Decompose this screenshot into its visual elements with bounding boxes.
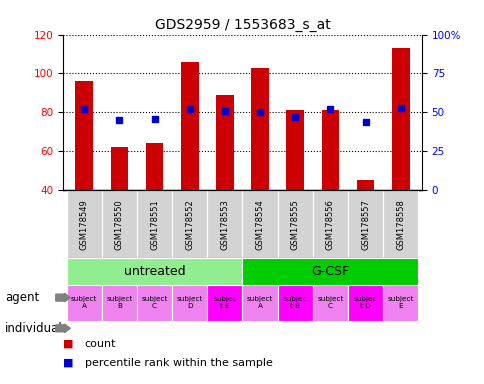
Text: GSM178558: GSM178558 — [395, 199, 405, 250]
Bar — [110, 147, 128, 190]
Bar — [382, 285, 418, 321]
Text: subject
A: subject A — [71, 296, 97, 309]
Bar — [136, 285, 172, 321]
Bar — [348, 285, 382, 321]
Bar — [136, 190, 172, 258]
Text: ■: ■ — [63, 358, 77, 368]
Text: untreated: untreated — [123, 265, 185, 278]
Bar — [391, 48, 409, 190]
Bar — [277, 190, 312, 258]
Bar — [286, 110, 303, 190]
Title: GDS2959 / 1553683_s_at: GDS2959 / 1553683_s_at — [154, 18, 330, 32]
Bar — [102, 285, 136, 321]
Text: count: count — [85, 339, 116, 349]
Text: subject
D: subject D — [176, 296, 202, 309]
Bar — [242, 190, 277, 258]
Text: G-CSF: G-CSF — [311, 265, 349, 278]
Text: GSM178551: GSM178551 — [150, 199, 159, 250]
Text: GSM178549: GSM178549 — [79, 199, 89, 250]
Bar — [312, 285, 348, 321]
Bar — [382, 190, 418, 258]
Text: subjec
t B: subjec t B — [283, 296, 306, 309]
Bar — [145, 143, 163, 190]
Text: GSM178555: GSM178555 — [290, 199, 299, 250]
Bar — [102, 190, 136, 258]
Bar — [172, 190, 207, 258]
Text: individual: individual — [5, 322, 62, 335]
Bar — [172, 285, 207, 321]
Text: subject
E: subject E — [387, 296, 413, 309]
Bar — [66, 285, 102, 321]
Text: GSM178554: GSM178554 — [255, 199, 264, 250]
Bar — [356, 180, 374, 190]
Text: subject
C: subject C — [141, 296, 167, 309]
Bar — [348, 190, 382, 258]
Text: subjec
t E: subjec t E — [212, 296, 236, 309]
Bar — [66, 258, 242, 285]
Text: GSM178550: GSM178550 — [115, 199, 123, 250]
Bar — [216, 95, 233, 190]
Text: agent: agent — [5, 291, 39, 304]
Bar — [66, 190, 102, 258]
Text: GSM178556: GSM178556 — [325, 199, 334, 250]
Bar — [321, 110, 339, 190]
Bar — [277, 285, 312, 321]
Bar — [75, 81, 93, 190]
Text: GSM178557: GSM178557 — [361, 199, 369, 250]
Bar — [242, 258, 418, 285]
Bar — [207, 285, 242, 321]
Text: ■: ■ — [63, 339, 77, 349]
Bar — [207, 190, 242, 258]
Text: subject
C: subject C — [317, 296, 343, 309]
Text: subject
B: subject B — [106, 296, 132, 309]
Bar — [242, 285, 277, 321]
Text: percentile rank within the sample: percentile rank within the sample — [85, 358, 272, 368]
Bar — [312, 190, 348, 258]
Bar — [181, 62, 198, 190]
Text: subject
A: subject A — [246, 296, 272, 309]
Text: GSM178553: GSM178553 — [220, 199, 229, 250]
Text: subjec
t D: subjec t D — [353, 296, 377, 309]
Text: GSM178552: GSM178552 — [185, 199, 194, 250]
Bar — [251, 68, 268, 190]
